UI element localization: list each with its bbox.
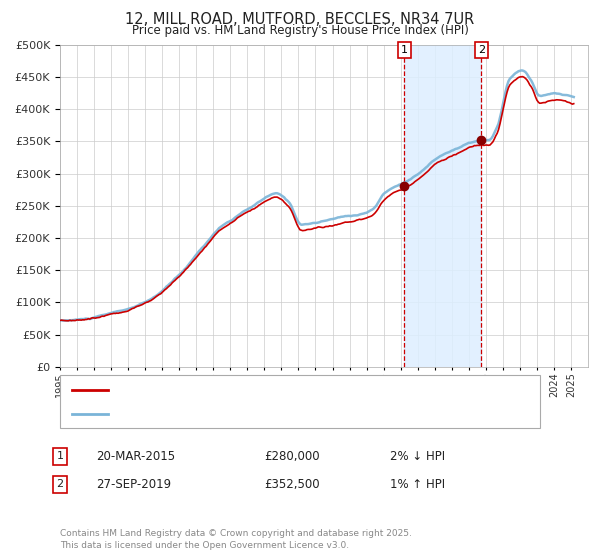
- Text: £280,000: £280,000: [264, 450, 320, 463]
- Bar: [404, 45, 481, 367]
- Text: 1: 1: [56, 451, 64, 461]
- Text: 2: 2: [478, 45, 485, 55]
- Text: £352,500: £352,500: [264, 478, 320, 491]
- Text: 1: 1: [401, 45, 408, 55]
- Text: 12, MILL ROAD, MUTFORD, BECCLES, NR34 7UR (detached house): 12, MILL ROAD, MUTFORD, BECCLES, NR34 7U…: [117, 385, 460, 395]
- Text: 20-MAR-2015: 20-MAR-2015: [96, 450, 175, 463]
- Text: 2% ↓ HPI: 2% ↓ HPI: [390, 450, 445, 463]
- Text: 1% ↑ HPI: 1% ↑ HPI: [390, 478, 445, 491]
- Text: 27-SEP-2019: 27-SEP-2019: [96, 478, 171, 491]
- Text: 12, MILL ROAD, MUTFORD, BECCLES, NR34 7UR: 12, MILL ROAD, MUTFORD, BECCLES, NR34 7U…: [125, 12, 475, 27]
- Text: Price paid vs. HM Land Registry's House Price Index (HPI): Price paid vs. HM Land Registry's House …: [131, 24, 469, 37]
- Text: HPI: Average price, detached house, East Suffolk: HPI: Average price, detached house, East…: [117, 408, 372, 418]
- Text: 2: 2: [56, 479, 64, 489]
- Text: Contains HM Land Registry data © Crown copyright and database right 2025.
This d: Contains HM Land Registry data © Crown c…: [60, 529, 412, 550]
